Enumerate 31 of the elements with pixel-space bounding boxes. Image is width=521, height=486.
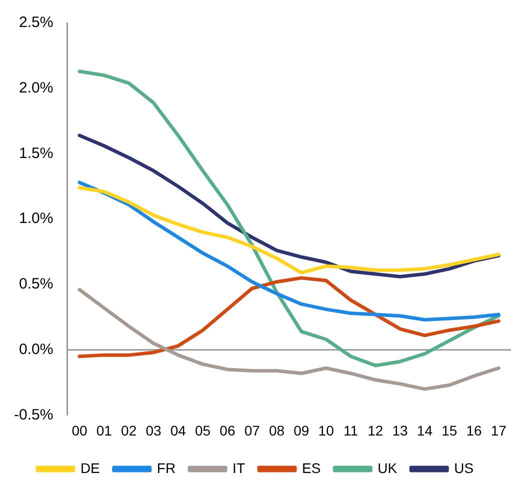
x-tick-label: 02 bbox=[121, 422, 137, 438]
y-tick-label: -0.5% bbox=[14, 406, 54, 424]
y-tick-label: 2.5% bbox=[18, 14, 54, 32]
y-tick-label: 0.0% bbox=[18, 340, 54, 358]
y-tick-label: 0.5% bbox=[18, 276, 54, 293]
x-tick-label: 06 bbox=[220, 422, 236, 438]
legend-label: ES bbox=[302, 460, 321, 476]
x-tick-label: 13 bbox=[392, 422, 408, 438]
x-tick-label: 08 bbox=[268, 422, 285, 438]
legend-label: US bbox=[454, 460, 474, 476]
y-tick-label: 1.0% bbox=[18, 210, 54, 228]
x-tick-label: 16 bbox=[466, 422, 482, 438]
x-tick-label: 12 bbox=[368, 422, 384, 438]
y-tick-label: 1.5% bbox=[18, 144, 54, 162]
x-tick-label: 14 bbox=[416, 422, 433, 438]
x-tick-label: 17 bbox=[490, 422, 507, 438]
x-tick-label: 03 bbox=[146, 422, 162, 438]
legend-label: UK bbox=[378, 460, 398, 476]
x-tick-label: 05 bbox=[195, 422, 211, 438]
x-tick-label: 07 bbox=[244, 422, 260, 438]
x-tick-label: 01 bbox=[96, 422, 112, 438]
legend-label: FR bbox=[156, 460, 176, 476]
x-tick-label: 00 bbox=[72, 422, 88, 438]
legend-label: IT bbox=[232, 460, 246, 476]
y-tick-label: 2.0% bbox=[18, 80, 54, 97]
x-tick-label: 15 bbox=[442, 422, 458, 438]
x-tick-label: 04 bbox=[170, 422, 186, 438]
x-tick-label: 10 bbox=[318, 422, 334, 438]
x-tick-label: 09 bbox=[294, 422, 310, 438]
x-tick-label: 11 bbox=[343, 422, 358, 438]
legend-label: DE bbox=[80, 460, 100, 476]
